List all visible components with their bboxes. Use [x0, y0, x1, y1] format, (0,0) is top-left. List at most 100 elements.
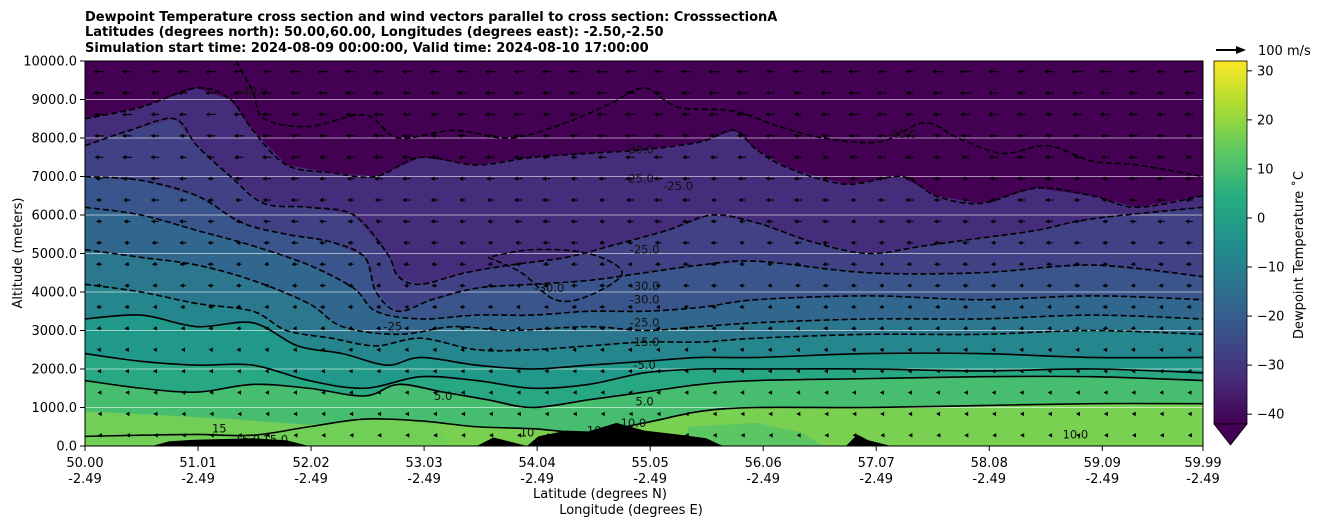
wind-vector-head — [487, 240, 492, 246]
wind-vector-head — [373, 112, 378, 117]
x-tick-label-latitude: 58.08 — [971, 456, 1008, 471]
contour-band — [85, 176, 1203, 319]
wind-vector-head — [236, 347, 241, 352]
wind-vector-head — [541, 90, 546, 96]
wind-vector-head — [1104, 433, 1109, 438]
wind-vector-head — [600, 368, 605, 374]
wind-vector-head — [852, 390, 857, 395]
x-tick-label-longitude: -2.49 — [520, 472, 554, 487]
wind-vector-head — [990, 261, 995, 267]
wind-vector-head — [180, 326, 185, 331]
wind-vector-head — [486, 197, 491, 203]
wind-vector-head — [569, 112, 574, 117]
wind-vector-head — [627, 240, 632, 246]
wind-vector-head — [375, 219, 380, 224]
wind-vector-head — [262, 219, 267, 224]
wind-vector-head — [823, 347, 828, 352]
y-tick-label: 0.0 — [56, 440, 77, 455]
contour-band — [85, 376, 1203, 437]
wind-vector-head — [291, 283, 296, 288]
wind-vector-head — [150, 90, 155, 96]
wind-vector-head — [180, 347, 185, 352]
contour-label: -25.0 — [624, 171, 654, 185]
wind-vector-head — [908, 433, 913, 438]
wind-vector-head — [907, 326, 912, 331]
wind-vector-head — [542, 219, 547, 224]
wind-vector-head — [990, 304, 995, 310]
colorbar-tick-label: −40 — [1257, 408, 1284, 423]
wind-vector-head — [964, 433, 969, 438]
wind-vector-head — [682, 197, 687, 203]
wind-vector-head — [430, 197, 435, 203]
x-tick-label-latitude: 51.01 — [179, 456, 216, 471]
wind-vector-head — [209, 390, 214, 395]
wind-vector-head — [736, 90, 741, 96]
wind-vector-head — [1131, 411, 1136, 417]
y-tick-label: 9000.0 — [32, 93, 78, 108]
wind-vector-head — [988, 155, 993, 160]
wind-vector-head — [317, 112, 322, 117]
wind-vector-head — [653, 176, 658, 181]
contour-line-dashed — [85, 206, 1203, 320]
wind-vector-head — [376, 368, 381, 374]
wind-vector-head — [1128, 112, 1133, 117]
wind-vector-head — [822, 261, 827, 267]
wind-vector-head — [990, 219, 995, 224]
contour-line-dashed — [85, 248, 1203, 336]
wind-vector-head — [1073, 176, 1078, 181]
wind-vector-head — [402, 112, 407, 117]
wind-vector-head — [513, 155, 518, 160]
wind-vector-head — [1019, 326, 1024, 331]
wind-vector-head — [740, 433, 745, 438]
wind-vector-head — [1017, 69, 1022, 74]
wind-vector-head — [1075, 411, 1080, 417]
wind-vector-head — [292, 368, 297, 374]
x-tick-label-longitude: -2.49 — [972, 472, 1006, 487]
wind-vector-head — [1159, 411, 1164, 417]
contour-line-solid — [85, 375, 1203, 409]
wind-vector-head — [264, 368, 269, 374]
wind-vector-head — [1073, 197, 1078, 203]
wind-vector-head — [628, 411, 633, 417]
wind-vector-head — [681, 90, 686, 96]
wind-vector-head — [124, 368, 129, 374]
wind-vector-head — [207, 176, 212, 181]
wind-vector-head — [1130, 261, 1135, 267]
wind-vector-head — [653, 112, 658, 117]
wind-vector-head — [962, 219, 967, 224]
wind-vector-head — [653, 133, 658, 139]
wind-vector-head — [235, 261, 240, 267]
wind-vector-head — [404, 304, 409, 310]
wind-vector-head — [151, 219, 156, 224]
contour-lines — [85, 61, 1203, 438]
wind-vector-head — [349, 433, 354, 438]
wind-vector-head — [1159, 326, 1164, 331]
wind-vector-head — [404, 390, 409, 395]
wind-vector-head — [625, 133, 630, 139]
wind-vector-head — [319, 261, 324, 267]
wind-vector-head — [684, 347, 689, 352]
wind-vector-head — [653, 197, 658, 203]
wind-vector-head — [654, 261, 659, 267]
wind-vector-head — [712, 390, 717, 395]
wind-vector-head — [1187, 390, 1192, 395]
wind-vector-head — [150, 155, 155, 160]
wind-vector-head — [1045, 133, 1050, 139]
wind-vector-head — [487, 326, 492, 331]
wind-vector-head — [237, 390, 242, 395]
wind-vector-head — [346, 155, 351, 160]
wind-vector-head — [655, 347, 660, 352]
x-tick-label-longitude: -2.49 — [1085, 472, 1119, 487]
wind-vector-head — [178, 197, 183, 203]
wind-vector-head — [793, 176, 798, 181]
wind-vector-head — [963, 390, 968, 395]
contour-label: -40.0 — [238, 85, 268, 99]
wind-vector-head — [653, 155, 658, 160]
wind-vector-head — [794, 112, 799, 117]
wind-vector-head — [345, 133, 350, 139]
wind-vector-head — [795, 347, 800, 352]
x-tick-label-latitude: 59.99 — [1184, 456, 1221, 471]
wind-vectors — [93, 69, 1195, 438]
wind-vector-head — [237, 411, 242, 417]
